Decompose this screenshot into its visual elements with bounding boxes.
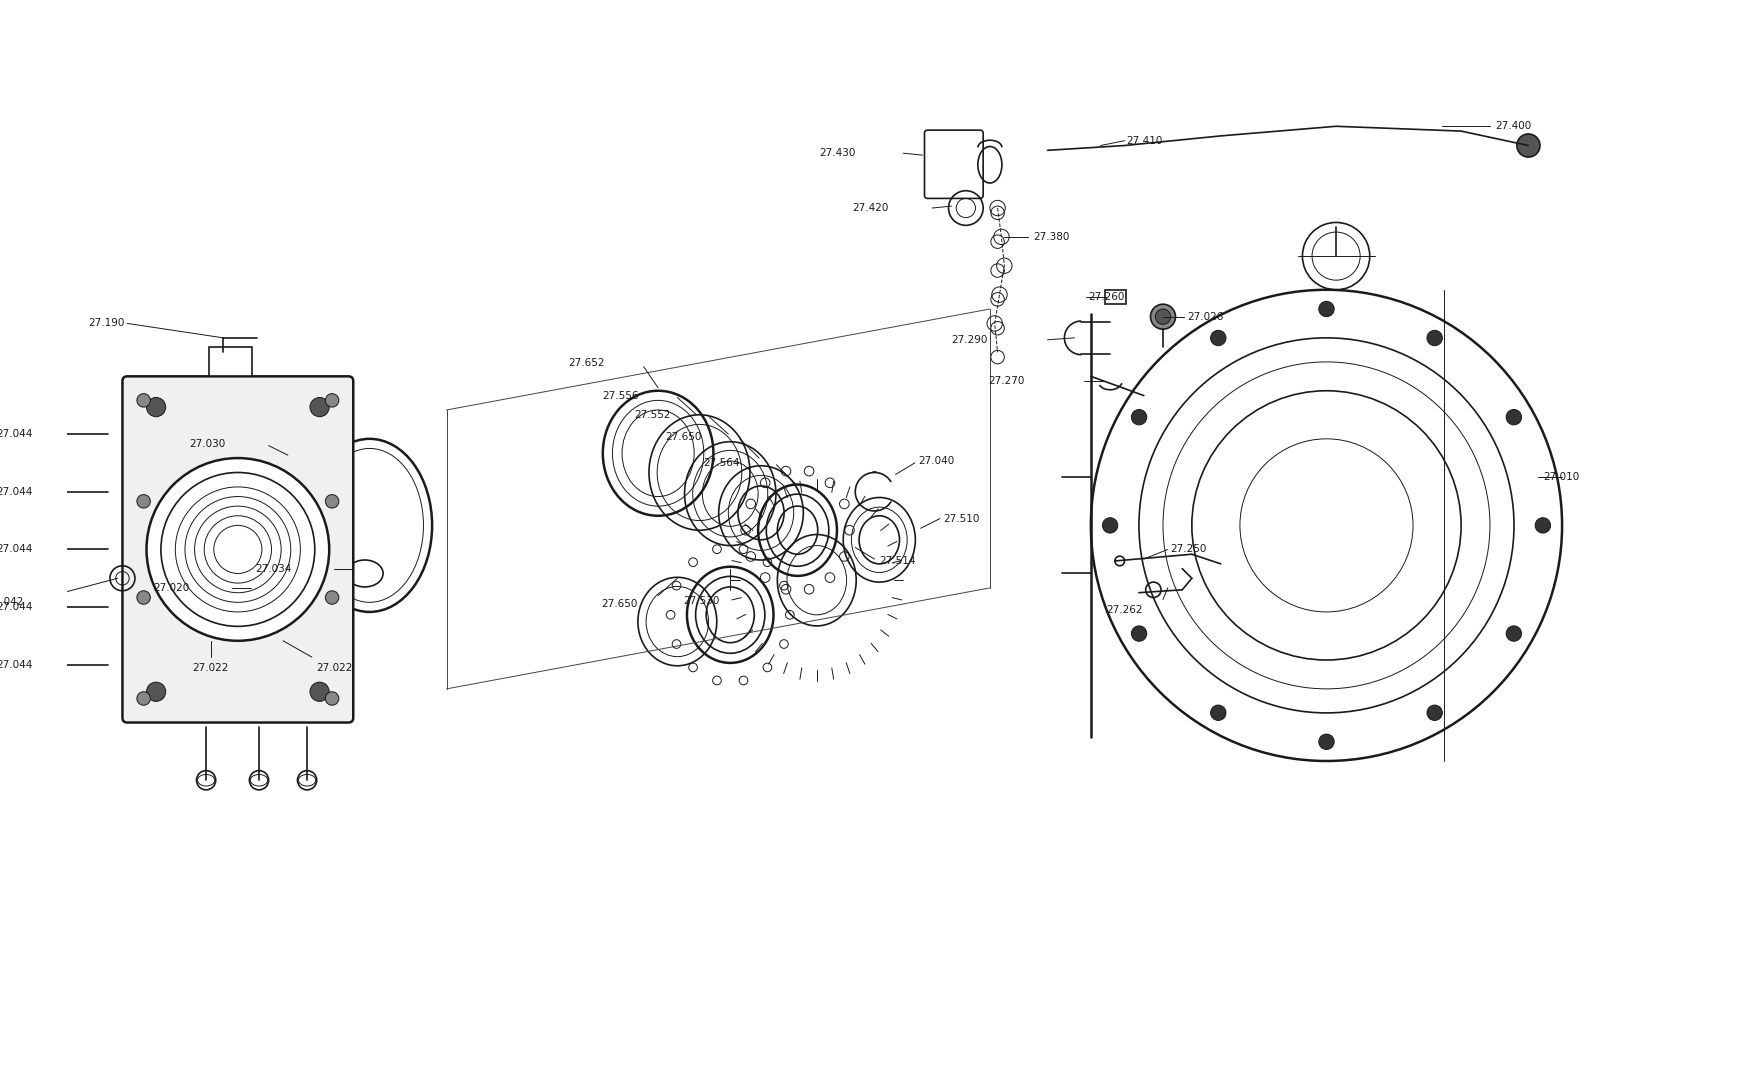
Text: 27.010: 27.010	[1542, 472, 1579, 483]
Circle shape	[1318, 734, 1334, 749]
Circle shape	[137, 394, 150, 407]
Circle shape	[1210, 705, 1226, 720]
Text: 27.034: 27.034	[256, 564, 292, 574]
Text: 27.530: 27.530	[683, 596, 720, 606]
Text: 27.290: 27.290	[951, 335, 988, 345]
Text: 27.030: 27.030	[190, 439, 226, 448]
Circle shape	[137, 494, 150, 508]
Text: 27.514: 27.514	[878, 556, 915, 566]
Circle shape	[1210, 331, 1226, 346]
Circle shape	[1426, 331, 1442, 346]
Text: 27.044: 27.044	[0, 487, 33, 496]
Circle shape	[1516, 134, 1539, 157]
Circle shape	[325, 394, 339, 407]
Text: 27.022: 27.022	[316, 663, 353, 673]
Bar	[1104, 290, 1125, 304]
Text: 27.420: 27.420	[852, 203, 889, 213]
Text: 27.400: 27.400	[1494, 121, 1530, 132]
Text: 27.650: 27.650	[602, 599, 638, 610]
Circle shape	[1318, 302, 1334, 317]
Circle shape	[1155, 309, 1170, 324]
Circle shape	[146, 683, 165, 701]
Circle shape	[310, 683, 329, 701]
Text: 27.250: 27.250	[1170, 545, 1207, 554]
Text: 27.190: 27.190	[89, 319, 123, 328]
Text: 27.650: 27.650	[664, 432, 701, 442]
Circle shape	[146, 458, 329, 641]
Circle shape	[1103, 518, 1116, 533]
Text: 27.040: 27.040	[916, 456, 953, 465]
Text: 27.564: 27.564	[703, 458, 739, 468]
Bar	[209, 348, 252, 377]
Text: 27.020: 27.020	[153, 583, 190, 593]
Text: 27.044: 27.044	[0, 660, 33, 670]
Circle shape	[1426, 705, 1442, 720]
FancyBboxPatch shape	[122, 377, 353, 722]
Text: 27.652: 27.652	[569, 357, 605, 368]
Text: 27.022: 27.022	[193, 663, 230, 673]
Circle shape	[325, 691, 339, 705]
Text: 27.552: 27.552	[633, 410, 670, 419]
Text: 27.044: 27.044	[0, 602, 33, 612]
Text: 27.026: 27.026	[1186, 311, 1223, 322]
Circle shape	[1130, 410, 1146, 425]
Circle shape	[1506, 410, 1520, 425]
Circle shape	[137, 591, 150, 605]
Text: 27.044: 27.044	[0, 545, 33, 554]
Circle shape	[146, 397, 165, 416]
Text: 27.556: 27.556	[602, 391, 638, 400]
Circle shape	[325, 591, 339, 605]
Text: 27.262: 27.262	[1106, 606, 1143, 615]
Circle shape	[1506, 626, 1520, 641]
Text: 27.410: 27.410	[1125, 136, 1162, 146]
Circle shape	[137, 691, 150, 705]
Circle shape	[1130, 626, 1146, 641]
Text: 27.510: 27.510	[943, 514, 979, 523]
Text: 27.044: 27.044	[0, 429, 33, 439]
Text: 27.042: 27.042	[0, 597, 23, 608]
Circle shape	[325, 494, 339, 508]
Circle shape	[1534, 518, 1549, 533]
Text: 27.260: 27.260	[1087, 292, 1123, 303]
Circle shape	[1149, 304, 1176, 330]
Text: 27.430: 27.430	[819, 149, 856, 158]
Text: 27.270: 27.270	[988, 377, 1024, 386]
Text: 27.380: 27.380	[1033, 232, 1069, 242]
Circle shape	[310, 397, 329, 416]
FancyBboxPatch shape	[923, 131, 983, 198]
